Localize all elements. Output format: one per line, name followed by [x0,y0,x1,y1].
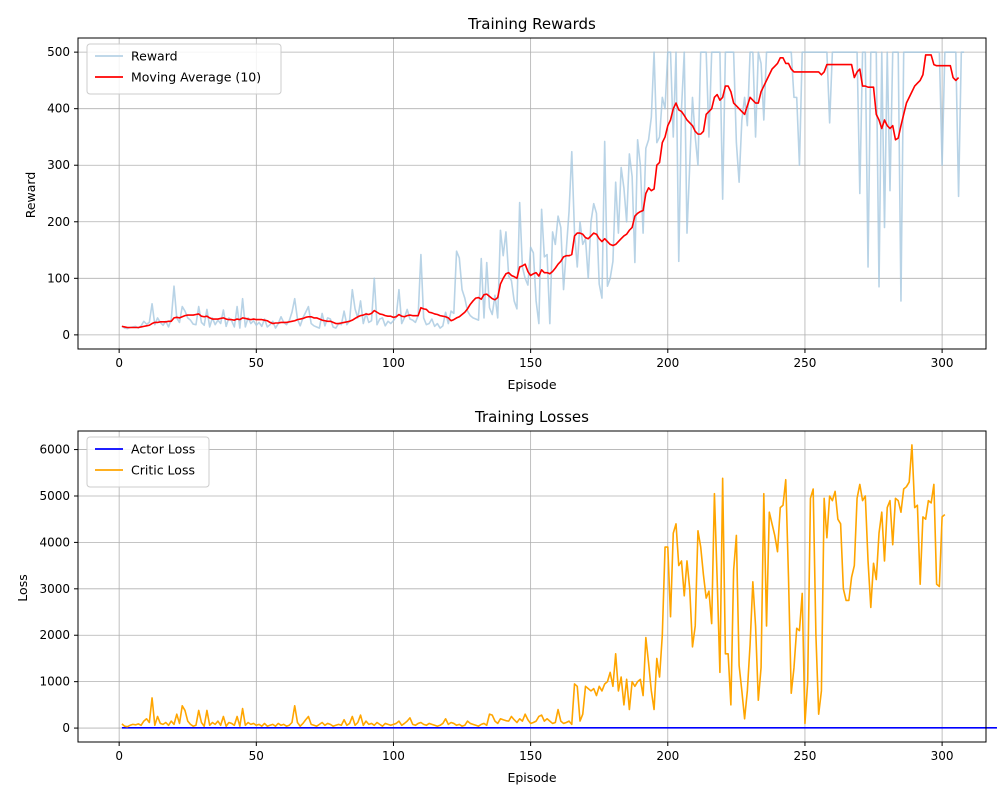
rewards-x-tick-label: 250 [793,356,816,370]
losses-x-tick-label: 250 [793,749,816,763]
rewards-x-tick-label: 150 [519,356,542,370]
losses-y-tick-label: 3000 [39,582,70,596]
rewards-chart-title: Training Rewards [467,15,596,33]
losses-y-tick-label: 4000 [39,535,70,549]
rewards-y-tick-label: 300 [47,158,70,172]
losses-legend-label: Critic Loss [131,463,195,478]
losses-axes-frame [77,430,987,743]
rewards-x-tick-label: 300 [931,356,954,370]
rewards-x-tick-label: 100 [382,356,405,370]
rewards-x-tick-label: 50 [249,356,264,370]
rewards-y-tick-label: 200 [47,215,70,229]
rewards-x-tick-label: 0 [115,356,123,370]
losses-x-tick-label: 200 [656,749,679,763]
losses-legend: Actor Loss Critic Loss [86,436,210,488]
rewards-x-axis-label: Episode [507,377,556,392]
rewards-y-tick-label: 500 [47,45,70,59]
rewards-y-tick-label: 0 [62,328,70,342]
losses-x-axis-label: Episode [507,770,556,785]
losses-y-tick-label: 5000 [39,489,70,503]
losses-y-tick-label: 2000 [39,628,70,642]
losses-x-tick-label: 50 [249,749,264,763]
losses-y-tick-label: 6000 [39,443,70,457]
rewards-x-tick-label: 200 [656,356,679,370]
losses-y-axis-label: Loss [15,574,30,601]
rewards-axes-frame [77,37,987,350]
rewards-y-axis-label: Reward [23,172,38,219]
rewards-y-tick-label: 400 [47,102,70,116]
rewards-panel: Training Rewards Episode Reward 0 50 100 15… [23,15,987,392]
losses-x-tick-label: 0 [115,749,123,763]
rewards-series-moving-average-10-line [121,54,960,329]
rewards-legend-box [86,43,282,95]
rewards-legend-label: Reward [131,49,178,64]
losses-legend-label: Actor Loss [131,442,195,457]
losses-y-tick-label: 1000 [39,675,70,689]
losses-x-tick-label: 100 [382,749,405,763]
losses-series-critic-loss-line [121,444,946,728]
rewards-legend: Reward Moving Average (10) [86,43,282,95]
losses-y-tick-label: 0 [62,721,70,735]
losses-panel: Training Losses Episode Loss 0 50 100 150 20… [15,408,997,785]
rewards-y-tick-label: 100 [47,271,70,285]
losses-x-tick-label: 300 [931,749,954,763]
losses-chart-title: Training Losses [474,408,589,426]
losses-x-tick-label: 150 [519,749,542,763]
rewards-series-reward-line [121,51,965,330]
rewards-legend-label: Moving Average (10) [131,70,261,85]
